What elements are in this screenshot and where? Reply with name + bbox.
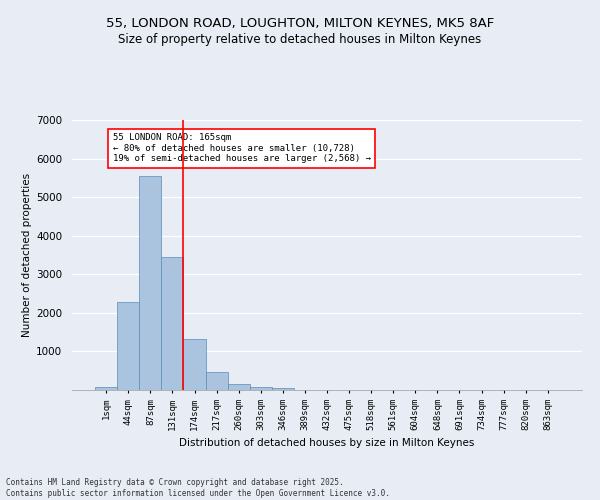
Bar bbox=[117, 302, 139, 390]
Text: Contains HM Land Registry data © Crown copyright and database right 2025.
Contai: Contains HM Land Registry data © Crown c… bbox=[6, 478, 390, 498]
Y-axis label: Number of detached properties: Number of detached properties bbox=[22, 173, 32, 337]
Bar bbox=[206, 372, 227, 390]
Bar bbox=[184, 339, 206, 390]
Bar bbox=[95, 388, 117, 390]
Bar bbox=[250, 387, 272, 390]
Text: 55, LONDON ROAD, LOUGHTON, MILTON KEYNES, MK5 8AF: 55, LONDON ROAD, LOUGHTON, MILTON KEYNES… bbox=[106, 18, 494, 30]
Text: 55 LONDON ROAD: 165sqm
← 80% of detached houses are smaller (10,728)
19% of semi: 55 LONDON ROAD: 165sqm ← 80% of detached… bbox=[113, 134, 371, 164]
Text: Size of property relative to detached houses in Milton Keynes: Size of property relative to detached ho… bbox=[118, 32, 482, 46]
Bar bbox=[272, 388, 294, 390]
Bar bbox=[139, 176, 161, 390]
Bar bbox=[227, 384, 250, 390]
Bar bbox=[161, 257, 184, 390]
Text: Distribution of detached houses by size in Milton Keynes: Distribution of detached houses by size … bbox=[179, 438, 475, 448]
